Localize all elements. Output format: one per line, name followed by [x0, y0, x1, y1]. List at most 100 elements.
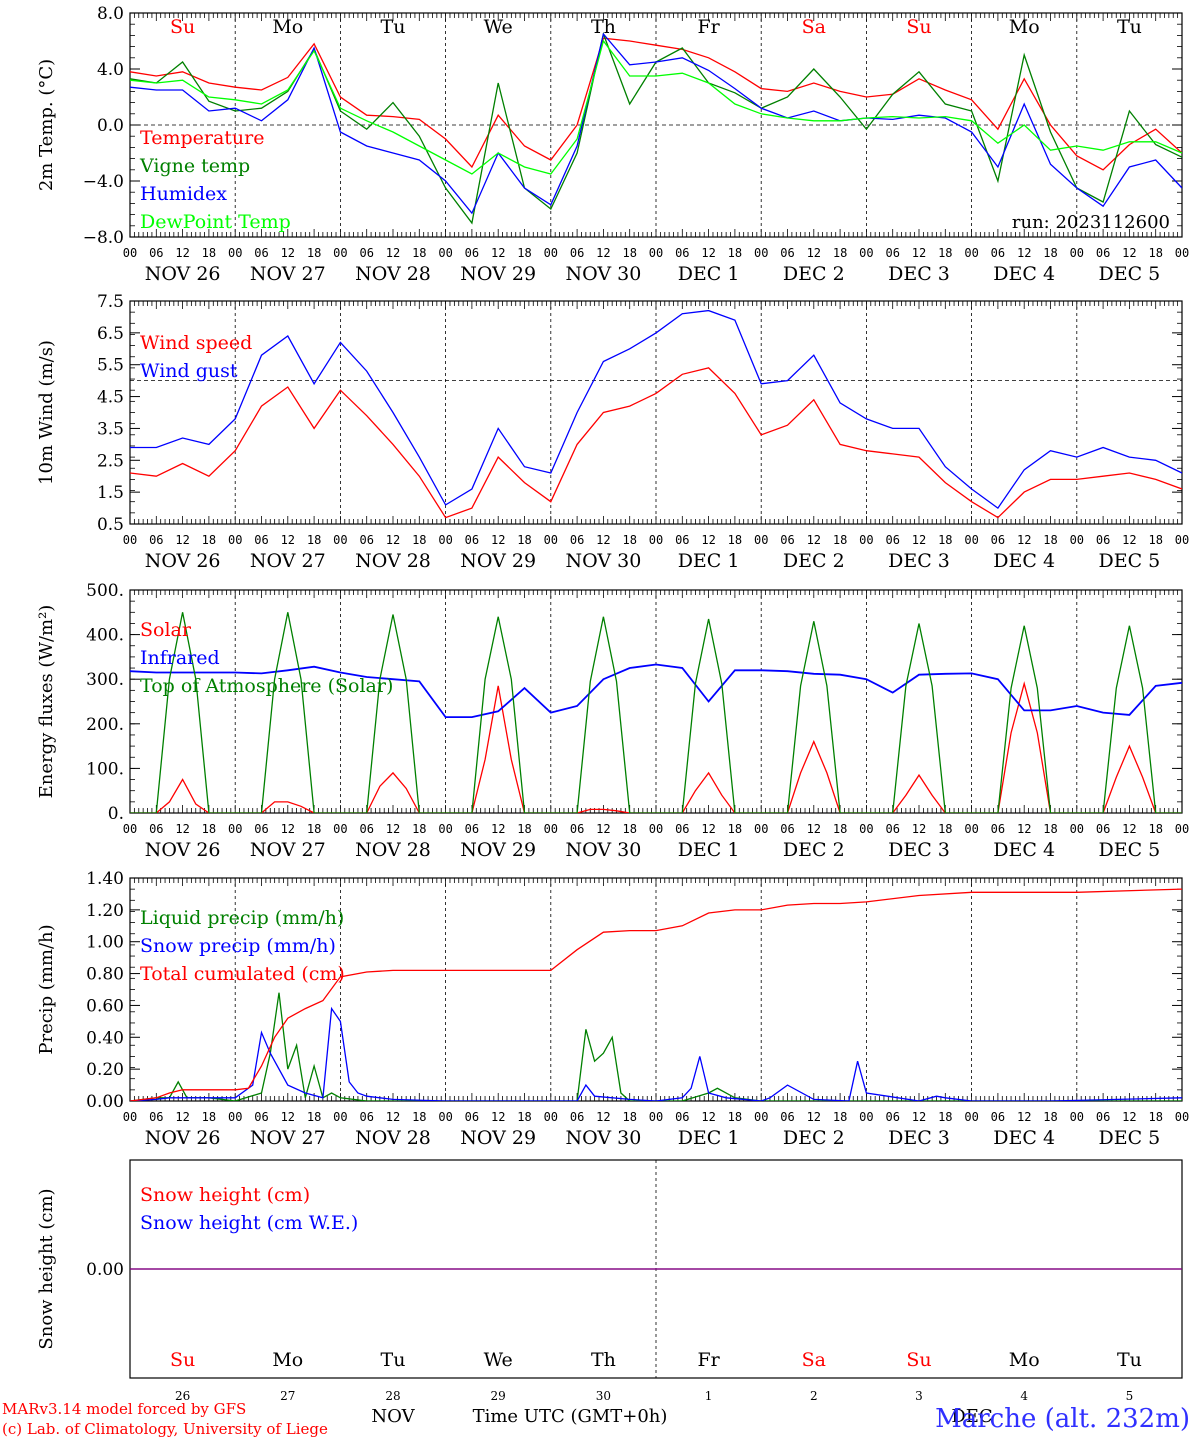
hour-label: 12	[1017, 822, 1031, 836]
hour-label: 00	[544, 1110, 558, 1124]
hour-label: 06	[254, 246, 268, 260]
hour-label: 18	[202, 246, 216, 260]
hour-label: 06	[465, 533, 479, 547]
hour-label: 06	[991, 246, 1005, 260]
date-label: DEC 1	[678, 1127, 740, 1149]
weekday-label: Th	[591, 1349, 616, 1371]
y-tick-label: 1.5	[97, 483, 124, 503]
weekday-label: Mo	[1009, 16, 1040, 38]
hour-label: 18	[202, 822, 216, 836]
hour-label: 12	[912, 822, 926, 836]
hour-label: 00	[438, 246, 452, 260]
legend-entry: Vigne temp	[139, 155, 250, 177]
hour-label: 18	[1148, 533, 1162, 547]
date-label: NOV 28	[355, 263, 431, 285]
hour-label: 12	[701, 533, 715, 547]
legend-entry: Total cumulated (cm)	[140, 963, 345, 985]
weekday-label: Su	[906, 16, 931, 38]
legend-entry: Solar	[140, 619, 192, 641]
y-tick-label: 0.40	[86, 1028, 124, 1048]
hour-label: 00	[1070, 822, 1084, 836]
hour-label: 06	[254, 822, 268, 836]
y-tick-label: 0.0	[97, 116, 124, 136]
date-label: NOV 28	[355, 1127, 431, 1149]
date-label: DEC 5	[1099, 1127, 1161, 1149]
hour-label: 00	[438, 533, 452, 547]
legend-entry: Snow height (cm)	[140, 1184, 310, 1206]
hour-label: 18	[833, 822, 847, 836]
date-label: DEC 2	[783, 839, 845, 861]
series-line	[130, 309, 1182, 510]
hour-label: 18	[517, 822, 531, 836]
hour-label: 12	[386, 533, 400, 547]
date-label: DEC 3	[888, 550, 950, 572]
hour-label: 12	[1122, 246, 1136, 260]
hour-label: 06	[465, 1110, 479, 1124]
y-tick-label: 0.00	[86, 1260, 124, 1280]
hour-label: 00	[1175, 246, 1189, 260]
hour-label: 12	[281, 246, 295, 260]
hour-label: 12	[596, 822, 610, 836]
weekday-label: Tu	[1117, 16, 1142, 38]
hour-label: 06	[885, 822, 899, 836]
weekday-label: Mo	[272, 16, 303, 38]
date-label: DEC 4	[993, 1127, 1055, 1149]
day-number: 5	[1126, 1389, 1134, 1403]
hour-label: 18	[728, 822, 742, 836]
hour-label: 00	[649, 1110, 663, 1124]
hour-label: 06	[359, 1110, 373, 1124]
legend-entry: Temperature	[140, 127, 264, 149]
hour-label: 18	[1148, 1110, 1162, 1124]
hour-label: 12	[807, 533, 821, 547]
y-tick-label: 1.00	[86, 933, 124, 953]
hour-label: 12	[491, 246, 505, 260]
legend-entry: DewPoint Temp	[140, 211, 291, 233]
hour-label: 06	[570, 533, 584, 547]
legend-entry: Wind gust	[140, 360, 238, 382]
hour-label: 18	[412, 533, 426, 547]
y-axis-label: Energy fluxes (W/m²)	[36, 605, 57, 799]
hour-label: 18	[938, 533, 952, 547]
day-number: 30	[596, 1389, 611, 1403]
lab-credit: (c) Lab. of Climatology, University of L…	[2, 1420, 328, 1438]
weekday-label: Su	[170, 1349, 195, 1371]
date-label: NOV 30	[565, 839, 641, 861]
date-label: DEC 3	[888, 839, 950, 861]
hour-label: 00	[859, 533, 873, 547]
hour-label: 12	[1017, 1110, 1031, 1124]
weekday-label: Fr	[697, 16, 720, 38]
y-tick-label: 200.	[86, 715, 124, 735]
hour-label: 12	[1122, 822, 1136, 836]
hour-label: 12	[701, 246, 715, 260]
hour-label: 06	[149, 533, 163, 547]
hour-label: 18	[938, 246, 952, 260]
hour-label: 00	[649, 246, 663, 260]
weekday-label: Tu	[381, 16, 406, 38]
y-tick-label: 0.00	[86, 1092, 124, 1112]
date-label: NOV 28	[355, 839, 431, 861]
hour-label: 12	[175, 1110, 189, 1124]
hour-label: 00	[964, 1110, 978, 1124]
y-axis-label: Snow height (cm)	[36, 1188, 57, 1349]
hour-label: 18	[728, 533, 742, 547]
hour-label: 12	[912, 1110, 926, 1124]
hour-label: 12	[807, 822, 821, 836]
hour-label: 00	[1070, 246, 1084, 260]
hour-label: 00	[754, 1110, 768, 1124]
weekday-label: Fr	[697, 1349, 720, 1371]
legend-entry: Top of Atmosphere (Solar)	[140, 675, 393, 697]
series-line	[130, 39, 1182, 175]
hour-label: 00	[123, 246, 137, 260]
hour-label: 06	[254, 533, 268, 547]
hour-label: 18	[622, 246, 636, 260]
plot-frame	[129, 300, 1183, 525]
hour-label: 06	[254, 1110, 268, 1124]
day-number: 1	[705, 1389, 713, 1403]
run-label: run: 2023112600	[1012, 212, 1170, 233]
date-label: NOV 30	[565, 263, 641, 285]
hour-label: 18	[833, 533, 847, 547]
y-tick-label: −4.0	[83, 172, 124, 192]
y-tick-label: 0.5	[97, 515, 124, 535]
hour-label: 18	[1043, 822, 1057, 836]
series-line	[130, 32, 1182, 215]
